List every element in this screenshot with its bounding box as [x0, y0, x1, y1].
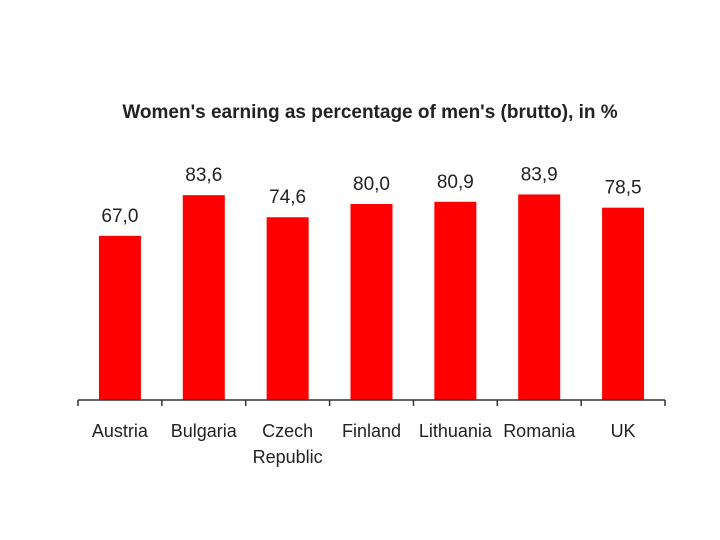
bar-lithuania [434, 201, 477, 400]
chart-title: Women's earning as percentage of men's (… [122, 102, 617, 123]
category-label: Republic [253, 447, 323, 467]
data-label: 80,0 [353, 174, 390, 195]
category-label: Finland [342, 421, 401, 441]
category-label: UK [611, 421, 636, 441]
category-label: Romania [503, 421, 576, 441]
category-label: Bulgaria [171, 421, 238, 441]
bar-bulgaria [182, 195, 225, 400]
category-label: Czech [262, 421, 313, 441]
data-label: 80,9 [437, 172, 474, 193]
data-label: 67,0 [101, 206, 138, 227]
category-label: Austria [92, 421, 149, 441]
data-label: 83,6 [185, 165, 222, 186]
bar-finland [350, 204, 393, 400]
bar-czech-republic [266, 217, 309, 400]
category-label: Lithuania [419, 421, 493, 441]
bar-austria [98, 235, 141, 400]
bar-romania [518, 194, 561, 400]
data-label: 74,6 [269, 187, 306, 208]
data-label: 78,5 [605, 178, 642, 199]
bar-uk [602, 207, 645, 400]
data-label: 83,9 [521, 164, 558, 185]
